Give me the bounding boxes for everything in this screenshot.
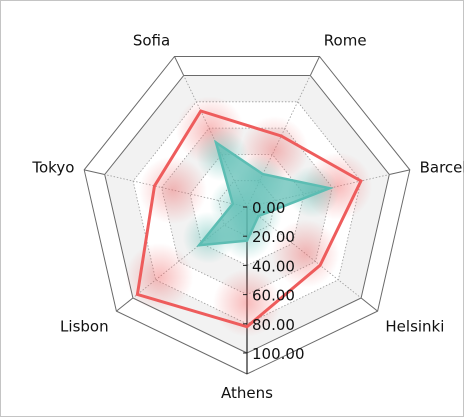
axis-spoke-outer [360,297,378,312]
tick-label: 60.00 [252,287,295,305]
axis-spoke-outer [116,297,134,312]
category-label-rome: Rome [324,32,367,50]
series-teal-area [196,139,334,247]
series-point-barcelona [359,179,363,183]
axis-spoke-outer [309,56,320,76]
category-label-tokyo: Tokyo [31,159,74,177]
tick-label: 20.00 [252,228,295,246]
series-point-helsinki [318,264,322,267]
series-point-barcelona [328,187,331,190]
series-red-line [135,109,363,329]
category-label-helsinki: Helsinki [385,317,444,335]
series-point-lisbon [136,293,139,296]
series-glow [271,219,340,288]
axis-spoke-outer [174,56,185,76]
category-label-sofia: Sofia [133,32,170,50]
tick-label: 100.00 [252,345,305,363]
series-glow [138,156,207,225]
series-point-lisbon [197,244,201,247]
series-point-rome [261,172,264,176]
series-point-rome [280,134,283,138]
grid-ring-outer [83,56,411,375]
series-point-sofia [199,109,202,113]
category-label-athens: Athens [221,384,273,402]
tick-label: 40.00 [252,257,295,275]
series-point-tokyo [153,184,156,188]
series-point-athens [245,239,249,242]
axis-spoke-outer [84,169,105,175]
tick-label: 80.00 [252,316,295,334]
series-point-tokyo [231,202,234,205]
grid-ring [132,101,362,325]
axis-spoke-outer [389,169,410,175]
series-glow [213,268,281,337]
series-point-helsinki [257,214,260,218]
tick-label: 0.00 [252,199,285,217]
category-label-lisbon: Lisbon [60,317,109,335]
category-label-barcelona: Barcelona [420,159,464,177]
series-point-athens [245,325,249,328]
series-point-sofia [214,141,218,144]
